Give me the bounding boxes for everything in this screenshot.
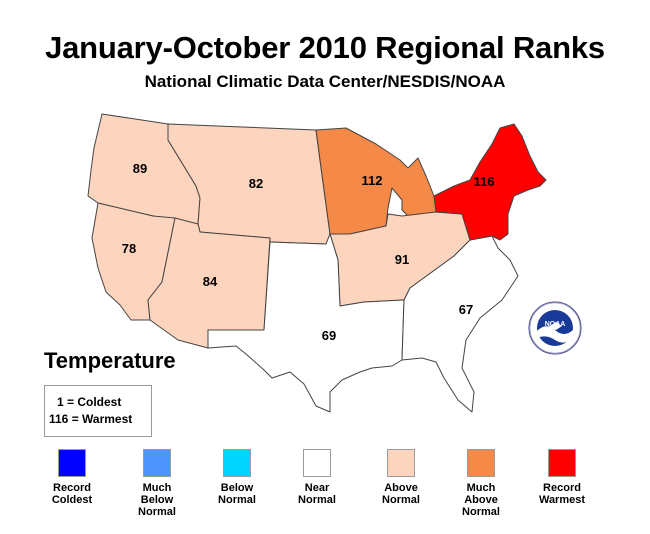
legend-label-line: Normal: [298, 494, 336, 506]
rank-key-box: 1 = Coldest 116 = Warmest: [44, 385, 152, 437]
rank-label-south: 69: [322, 328, 336, 343]
legend-swatch-2: [223, 449, 251, 477]
rank-label-northeast: 116: [474, 174, 495, 189]
noaa-logo-text: NOAA: [545, 321, 566, 328]
region-northeast: [433, 123, 547, 241]
rank-label-southeast: 67: [459, 302, 473, 317]
rank-label-central: 91: [395, 252, 409, 267]
legend-swatch-5: [467, 449, 495, 477]
legend-label-line: Above: [384, 482, 418, 494]
legend-label-line: Much: [142, 482, 172, 494]
region-west: [91, 202, 176, 321]
region-south: [207, 233, 405, 413]
region-southeast: [401, 235, 519, 413]
map-title: January-October 2010 Regional Ranks: [45, 30, 605, 65]
legend-label-line: Normal: [462, 506, 500, 518]
legend-swatch-4: [387, 449, 415, 477]
legend-label-0: Record Coldest: [32, 482, 112, 506]
rank-label-northwest: 89: [133, 161, 147, 176]
legend-label-line: Record: [543, 482, 581, 494]
rank-label-east-north-central: 112: [362, 173, 383, 188]
legend-label-line: Coldest: [51, 494, 93, 506]
legend-label-line: Above: [464, 494, 498, 506]
legend-swatch-0: [58, 449, 86, 477]
legend-label-5: Much Above Normal: [441, 482, 521, 518]
legend-swatch-3: [303, 449, 331, 477]
legend-swatch-6: [548, 449, 576, 477]
legend-label-line: Near: [304, 482, 330, 494]
legend-label-line: Below: [140, 494, 174, 506]
legend-label-1: Much Below Normal: [117, 482, 197, 518]
legend-swatch-1: [143, 449, 171, 477]
key-coldest-text: 1 = Coldest: [57, 395, 122, 409]
key-warmest-text: 116 = Warmest: [49, 412, 133, 426]
legend-label-line: Below: [220, 482, 254, 494]
rank-label-west: 78: [122, 241, 136, 256]
legend-title: Temperature: [44, 348, 176, 373]
legend-label-line: Normal: [138, 506, 176, 518]
rank-label-west-north-central: 82: [249, 176, 263, 191]
legend-label-line: Much: [466, 482, 496, 494]
legend-label-line: Record: [53, 482, 91, 494]
legend-label-2: Below Normal: [197, 482, 277, 506]
legend-label-3: Near Normal: [277, 482, 357, 506]
map-subtitle: National Climatic Data Center/NESDIS/NOA…: [144, 72, 506, 91]
legend-label-6: Record Warmest: [522, 482, 602, 506]
legend-label-line: Warmest: [538, 494, 586, 506]
legend-label-line: Normal: [382, 494, 420, 506]
rank-label-southwest: 84: [203, 274, 218, 289]
noaa-logo: NOAA: [528, 301, 582, 355]
legend-label-4: Above Normal: [361, 482, 441, 506]
legend-label-line: Normal: [218, 494, 256, 506]
